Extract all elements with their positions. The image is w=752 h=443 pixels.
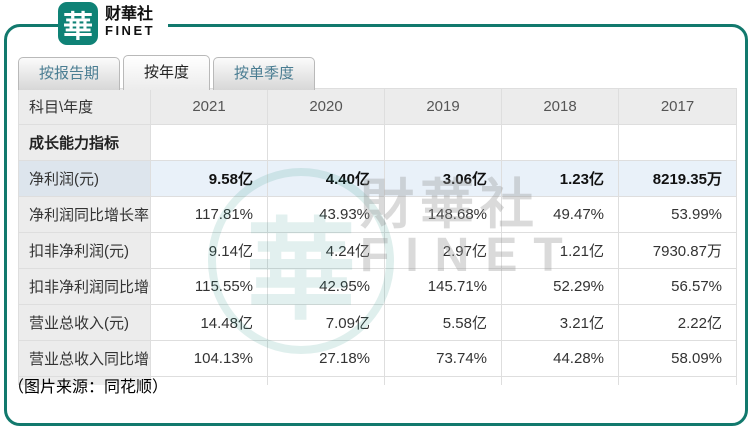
value-cell: 14.48亿 xyxy=(150,304,268,341)
cutoff-cell xyxy=(501,376,619,385)
period-tabs: 按报告期 按年度 按单季度 xyxy=(18,55,318,90)
value-cell: 9.58亿 xyxy=(150,160,268,197)
brand-background-patch xyxy=(98,18,168,32)
value-cell: 3.21亿 xyxy=(501,304,619,341)
value-cell: 58.09% xyxy=(618,340,737,377)
value-cell: 8219.35万 xyxy=(618,160,737,197)
row-label: 净利润(元) xyxy=(18,160,151,197)
table-header-row: 科目\年度 2021 2020 2019 2018 2017 xyxy=(18,88,737,125)
section-header-row: 成长能力指标 xyxy=(18,124,737,161)
value-cell: 73.74% xyxy=(384,340,502,377)
value-cell: 148.68% xyxy=(384,196,502,233)
row-label: 净利润同比增长率 xyxy=(18,196,151,233)
tab-1-active[interactable]: 按年度 xyxy=(123,55,211,90)
value-cell: 27.18% xyxy=(267,340,385,377)
empty-cell xyxy=(384,124,502,161)
corner-header-cell: 科目\年度 xyxy=(18,88,151,125)
value-cell: 104.13% xyxy=(150,340,268,377)
cutoff-cell xyxy=(384,376,502,385)
value-cell: 52.29% xyxy=(501,268,619,305)
value-cell: 53.99% xyxy=(618,196,737,233)
cutoff-row xyxy=(18,376,737,385)
value-cell: 7.09亿 xyxy=(267,304,385,341)
table-row: 净利润(元) 9.58亿 4.40亿 3.06亿 1.23亿 8219.35万 xyxy=(18,160,737,197)
value-cell: 2.97亿 xyxy=(384,232,502,269)
finet-logo-icon: 華 xyxy=(58,2,98,45)
section-header-label: 成长能力指标 xyxy=(18,124,151,161)
cutoff-cell xyxy=(618,376,737,385)
value-cell: 117.81% xyxy=(150,196,268,233)
tab-2[interactable]: 按单季度 xyxy=(213,57,316,90)
empty-cell xyxy=(150,124,268,161)
value-cell: 43.93% xyxy=(267,196,385,233)
year-header-cell: 2021 xyxy=(150,88,268,125)
value-cell: 7930.87万 xyxy=(618,232,737,269)
value-cell: 2.22亿 xyxy=(618,304,737,341)
value-cell: 5.58亿 xyxy=(384,304,502,341)
value-cell: 42.95% xyxy=(267,268,385,305)
value-cell: 1.23亿 xyxy=(501,160,619,197)
logo-character: 華 xyxy=(63,10,93,44)
value-cell: 56.57% xyxy=(618,268,737,305)
table-row: 扣非净利润同比增长率115.55%42.95%145.71%52.29%56.5… xyxy=(18,268,737,305)
value-cell: 4.24亿 xyxy=(267,232,385,269)
value-cell: 49.47% xyxy=(501,196,619,233)
row-label: 营业总收入(元) xyxy=(18,304,151,341)
year-header-cell: 2018 xyxy=(501,88,619,125)
table-row: 营业总收入(元) 14.48亿 7.09亿 5.58亿 3.21亿 2.22亿 xyxy=(18,304,737,341)
year-header-cell: 2020 xyxy=(267,88,385,125)
cutoff-cell xyxy=(150,376,268,385)
financial-table: 科目\年度 2021 2020 2019 2018 2017 成长能力指标 净利润(元) 9.… xyxy=(18,88,737,385)
brand-text: 财華社 FINET xyxy=(105,6,156,38)
value-cell: 115.55% xyxy=(150,268,268,305)
year-header-cell: 2019 xyxy=(384,88,502,125)
value-cell: 3.06亿 xyxy=(384,160,502,197)
year-header-cell: 2017 xyxy=(618,88,737,125)
table-row: 扣非净利润(元) 9.14亿 4.24亿 2.97亿 1.21亿 7930.87万 xyxy=(18,232,737,269)
value-cell: 145.71% xyxy=(384,268,502,305)
image-source-caption: （图片来源：同花顺） xyxy=(8,379,169,396)
empty-cell xyxy=(267,124,385,161)
empty-cell xyxy=(501,124,619,161)
row-label: 扣非净利润同比增长率 xyxy=(18,268,151,305)
value-cell: 4.40亿 xyxy=(267,160,385,197)
value-cell: 44.28% xyxy=(501,340,619,377)
brand-name-chinese: 财華社 xyxy=(105,6,154,23)
tab-0[interactable]: 按报告期 xyxy=(18,57,121,90)
empty-cell xyxy=(618,124,737,161)
row-label: 扣非净利润(元) xyxy=(18,232,151,269)
brand-name-english: FINET xyxy=(105,22,156,38)
table-row: 净利润同比增长率 117.81% 43.93% 148.68% 49.47% 53.99% xyxy=(18,196,737,233)
cutoff-cell xyxy=(267,376,385,385)
row-label: 营业总收入同比增长率 xyxy=(18,340,151,377)
value-cell: 9.14亿 xyxy=(150,232,268,269)
value-cell: 1.21亿 xyxy=(501,232,619,269)
table-row: 营业总收入同比增长率104.13%27.18%73.74%44.28%58.09… xyxy=(18,340,737,377)
